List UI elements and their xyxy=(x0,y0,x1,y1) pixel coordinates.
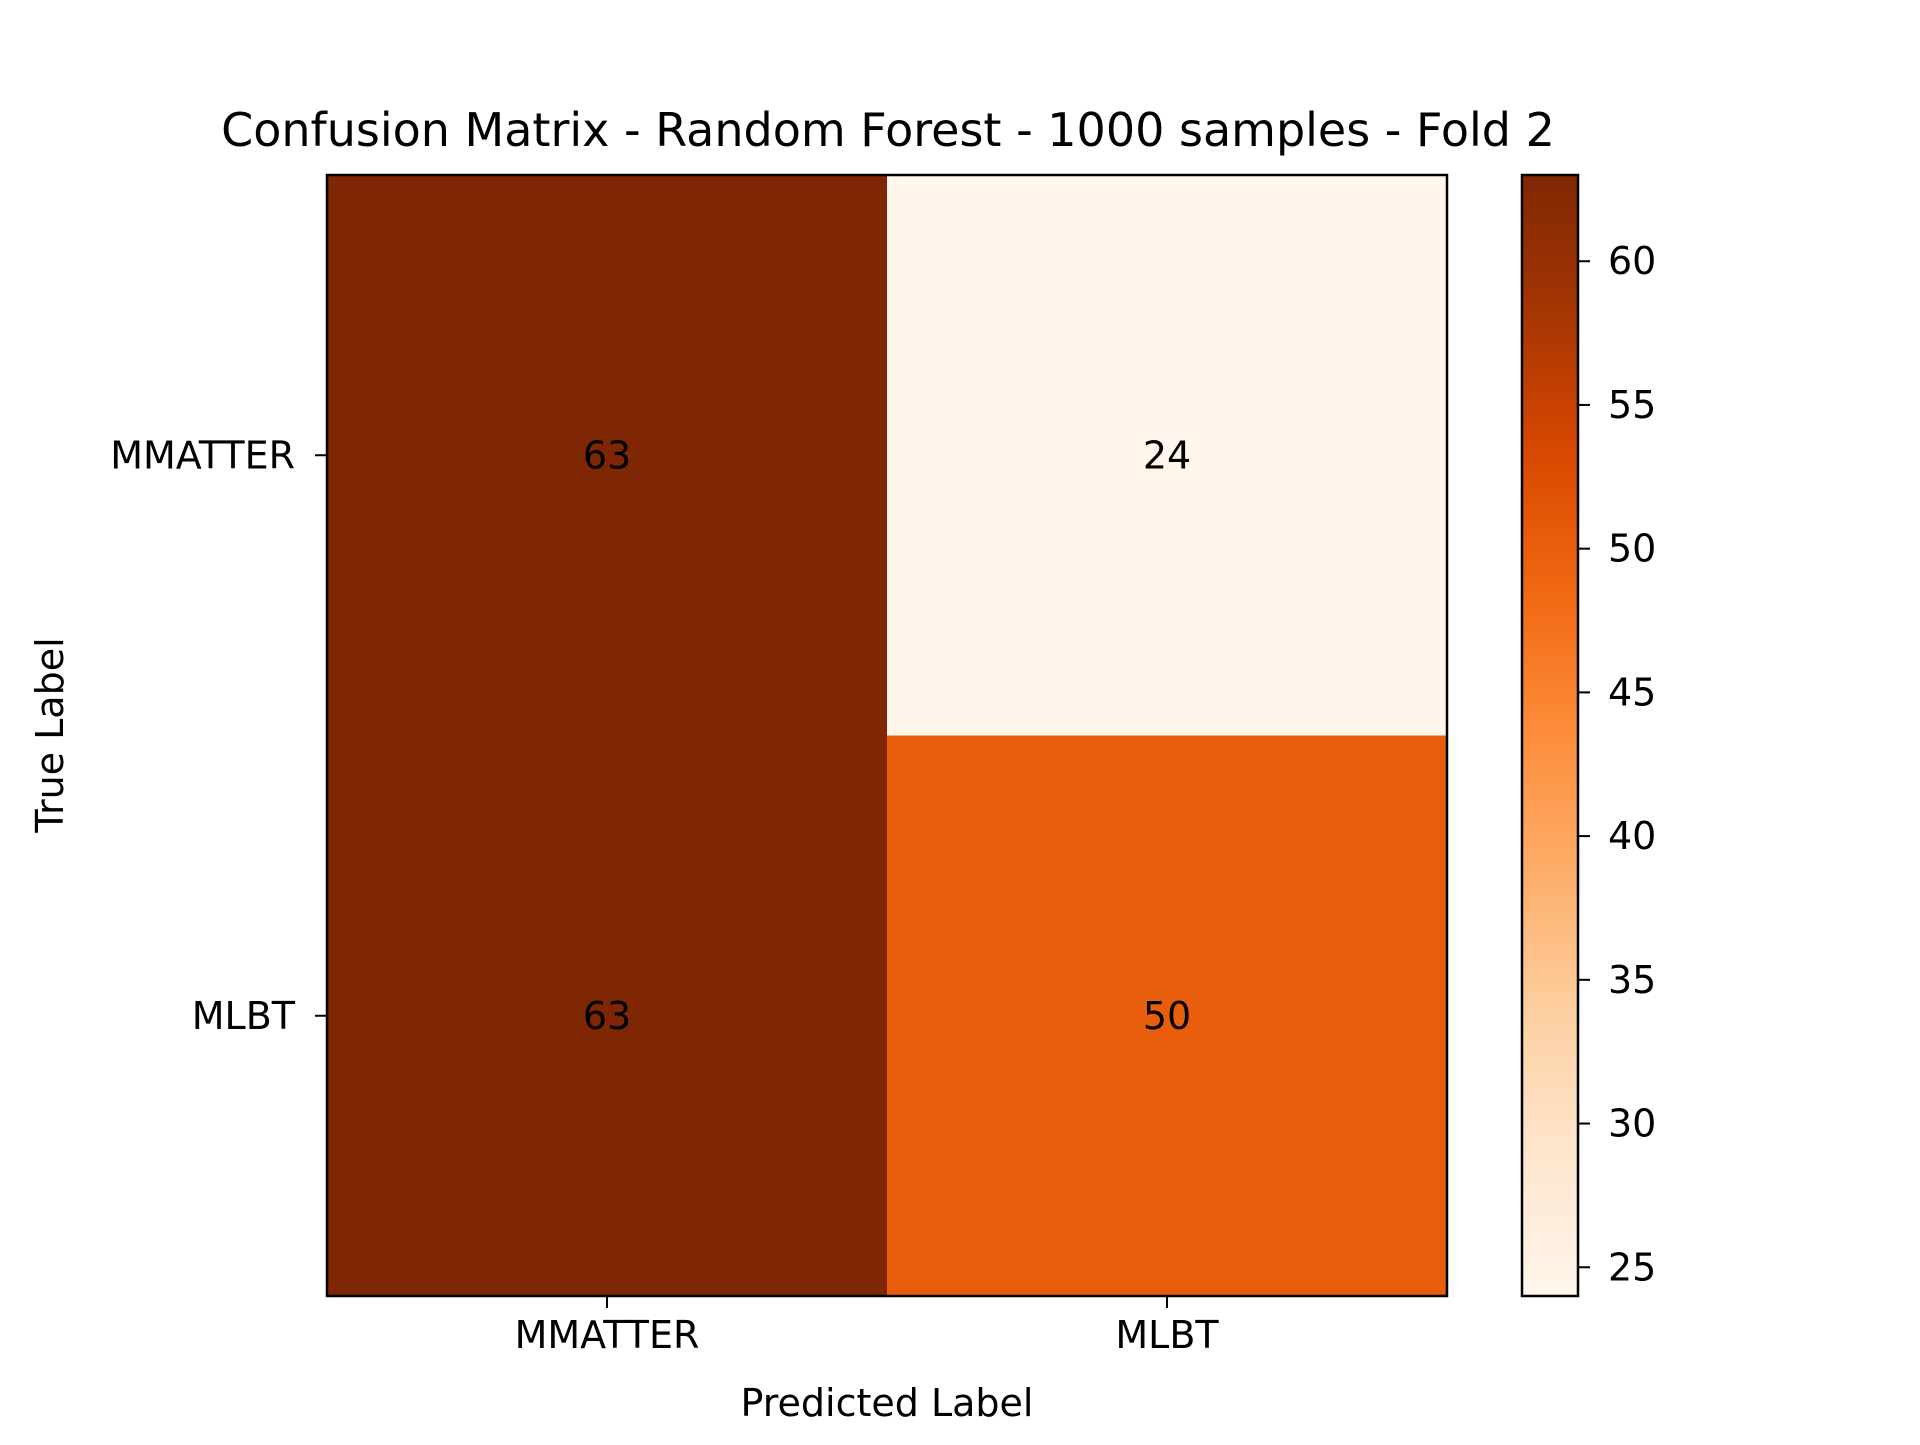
cell-value-label: 63 xyxy=(583,433,631,477)
y-axis-label: True Label xyxy=(28,637,72,833)
chart-title: Confusion Matrix - Random Forest - 1000 … xyxy=(221,103,1555,157)
y-tick-label: MMATTER xyxy=(110,433,295,477)
x-axis-label: Predicted Label xyxy=(741,1381,1034,1425)
y-axis-ticks: MMATTER MLBT xyxy=(110,433,327,1038)
colorbar xyxy=(1520,173,1580,1298)
plot-frame xyxy=(325,173,1449,1298)
colorbar-ticks: 25 30 35 40 45 50 55 60 xyxy=(1578,239,1656,1289)
heatmap-cell xyxy=(327,175,888,736)
colorbar-tick-label: 40 xyxy=(1608,814,1656,858)
x-axis-ticks: MMATTER MLBT xyxy=(515,1296,1219,1357)
colorbar-tick-label: 30 xyxy=(1608,1102,1656,1146)
colorbar-tick-label: 45 xyxy=(1608,670,1656,714)
cell-value-label: 50 xyxy=(1143,994,1191,1038)
heatmap-cells xyxy=(327,175,1448,1297)
colorbar-tick-label: 50 xyxy=(1608,527,1656,571)
heatmap-cell xyxy=(887,175,1448,736)
heatmap-cell xyxy=(887,735,1448,1297)
cell-value-label: 24 xyxy=(1143,433,1191,477)
x-tick-label: MLBT xyxy=(1115,1313,1219,1357)
y-tick-label: MLBT xyxy=(192,994,296,1038)
heatmap-cell xyxy=(327,735,888,1297)
x-tick-label: MMATTER xyxy=(515,1313,700,1357)
colorbar-tick-label: 35 xyxy=(1608,958,1656,1002)
colorbar-tick-label: 60 xyxy=(1608,239,1656,283)
cell-value-label: 63 xyxy=(583,994,631,1038)
cell-value-labels: 63 24 63 50 xyxy=(583,433,1191,1038)
colorbar-tick-label: 25 xyxy=(1608,1245,1656,1289)
colorbar-tick-label: 55 xyxy=(1608,383,1656,427)
